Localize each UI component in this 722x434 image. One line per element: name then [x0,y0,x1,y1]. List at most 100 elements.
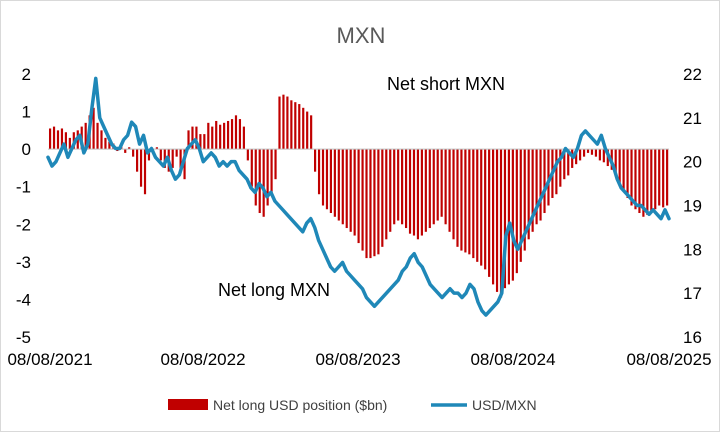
bar [199,134,202,150]
bar [622,149,625,191]
x-tick-label: 08/08/2025 [626,350,711,369]
bar [314,149,317,172]
bar [662,149,665,208]
bar [594,149,598,157]
bar [56,130,60,150]
bar [139,149,143,187]
bar [183,149,186,180]
bar [630,149,633,206]
bar [203,134,206,150]
bar [602,149,605,163]
bar [488,149,491,277]
left-tick-label: -1 [16,178,31,197]
bar [108,141,111,150]
bar [507,149,510,285]
bar [353,149,356,236]
bar [543,149,546,214]
bar [302,107,305,150]
bar [484,149,487,270]
bar [547,149,550,206]
right-tick-label: 20 [683,153,702,172]
bar [535,149,538,225]
bar [163,149,166,168]
left-tick-label: -4 [16,290,31,309]
bar [325,149,329,210]
bar [175,149,178,157]
bar [294,102,297,150]
bar [341,149,344,225]
bar [179,149,182,172]
bar [452,149,455,240]
bar [219,124,222,150]
left-tick-label: 0 [22,140,31,159]
bar [136,149,139,172]
bar [642,149,645,217]
bar [408,149,412,234]
bar [321,149,325,206]
bar [385,149,388,240]
bar [567,149,570,176]
legend-bar-label: Net long USD position ($bn) [213,397,387,413]
bar [448,149,451,232]
bar [646,149,649,215]
right-tick-label: 18 [683,240,702,259]
bar [401,149,404,225]
bar [234,115,238,150]
annotation-net-long: Net long MXN [218,280,330,300]
bar [337,149,340,221]
bar [381,149,384,247]
bar [590,149,594,155]
right-tick-label: 22 [683,65,702,84]
bar [191,126,194,150]
bar [634,149,637,210]
bar [579,149,582,161]
bar [147,149,151,161]
bar [432,149,435,225]
bar [472,149,475,259]
legend: Net long USD position ($bn) USD/MXN [168,397,537,413]
bar [171,149,174,168]
bar [389,149,392,232]
bar [223,122,226,150]
bar [143,149,147,195]
bar [586,149,590,153]
bar [614,149,617,176]
bar [124,149,127,153]
bar [420,149,423,236]
bar [100,130,103,150]
chart-title: MXN [337,23,386,48]
bar [226,120,230,150]
bar [96,122,99,150]
legend-line-label: USD/MXN [472,397,537,413]
bar [290,100,293,150]
bar [527,149,530,240]
bar [519,149,522,262]
bar [598,149,601,161]
bar [155,147,158,150]
bar [238,119,242,150]
bar [654,149,657,210]
bar [68,137,71,150]
bar [60,128,64,150]
bar [468,149,471,255]
bar [658,149,661,206]
bar [282,94,285,150]
bar [523,149,526,251]
x-tick-label: 08/08/2024 [470,350,555,369]
bar [298,104,301,150]
left-tick-label: -2 [16,215,31,234]
bar [329,149,332,214]
bar [132,149,135,157]
bar [369,149,372,259]
bar [424,149,427,232]
bar [626,149,629,198]
bar [582,149,586,157]
bar [412,149,416,236]
bar [393,149,396,225]
left-tick-label: -5 [16,328,31,347]
bar [404,149,408,229]
bar [460,149,463,251]
bar [211,126,214,150]
bar [666,149,669,206]
bar [278,96,281,150]
